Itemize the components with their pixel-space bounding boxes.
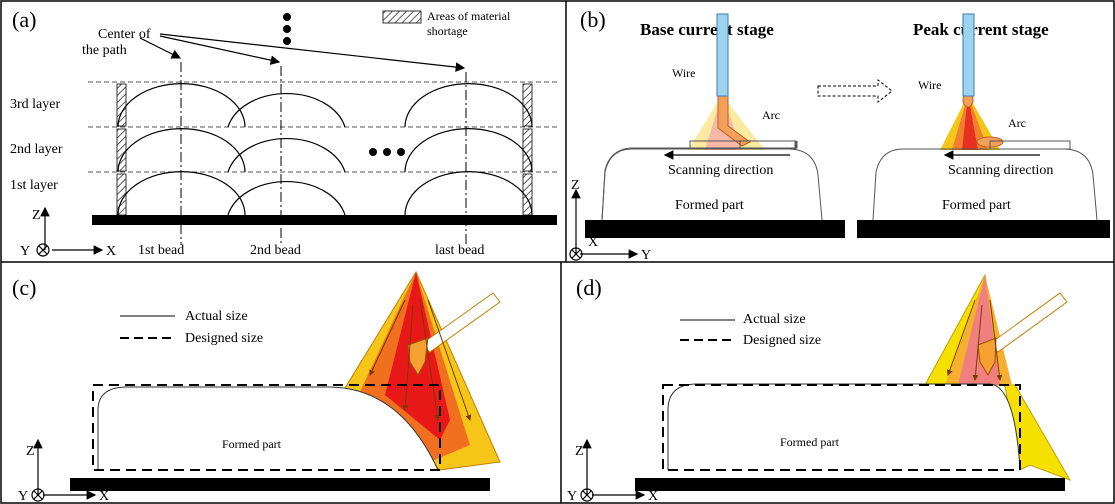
substrate [635,478,1065,491]
axis-label: X [106,244,116,259]
arrow [160,34,464,68]
legend-text: Areas of material [427,9,511,23]
bead-label: last bead [435,243,484,258]
legend-text: Actual size [743,312,806,327]
legend-text: Designed size [185,331,263,346]
legend-text: shortage [427,24,468,38]
scan-label: Scanning direction [668,163,773,178]
axis-label: X [588,235,598,250]
arrow [160,36,279,62]
legend-text: Designed size [743,333,821,348]
axis-label: X [648,489,658,504]
stage-title: Peak current stage [913,20,1049,39]
layer-label: 3rd layer [10,97,60,112]
part-label: Formed part [675,198,744,213]
axis-label: X [99,489,109,504]
panel-a: (a) Center of the path Areas of material… [10,7,557,259]
arc-label: Arc [1008,116,1026,130]
panel-label: (a) [12,7,36,32]
part-label: Formed part [222,437,282,451]
torch [988,293,1067,352]
axis-label: Y [641,248,651,263]
part-label: Formed part [780,435,840,449]
bead [118,84,532,215]
substrate [92,215,557,225]
panel-label: (c) [12,275,36,300]
axis-label: Y [18,489,28,504]
panel-b: (b) Base current stage Peak current stag… [570,7,1110,263]
axis-label: Z [571,178,580,193]
legend-text: Actual size [185,309,248,324]
axis-label: Z [575,444,584,459]
layer-label: 2nd layer [10,142,63,157]
layer-line [88,82,557,172]
part-label: Formed part [942,198,1011,213]
part-outline [668,384,1020,470]
panel-label: (b) [580,7,606,32]
wire-label: Wire [918,78,942,92]
stage-arrow [818,80,892,102]
bead-label: 2nd bead [250,243,301,258]
axis-into [37,244,49,256]
wire-label: Wire [672,66,696,80]
arc-label: Arc [762,108,780,122]
annotation: the path [82,43,127,58]
axis-label: Z [26,444,35,459]
figure: (a) Center of the path Areas of material… [0,0,1115,504]
panel-c: (c) Actual size Designed size Formed par… [12,272,500,504]
layer-label: 1st layer [10,178,58,193]
arrow [140,38,180,58]
bead-label: 1st bead [138,243,184,258]
ellipsis [283,13,405,156]
axis-label: Y [567,489,577,504]
wire [717,14,728,96]
stage-title: Base current stage [640,20,774,39]
axis-label: Y [20,244,30,259]
substrate [585,220,845,238]
scan-label: Scanning direction [948,163,1053,178]
substrate [70,478,490,491]
legend-swatch [383,11,421,23]
substrate [857,220,1110,238]
panel-label: (d) [576,275,602,300]
panel-d: (d) Actual size Designed size Formed par… [567,275,1070,504]
wire [963,14,974,96]
axis-label: Z [32,208,41,223]
